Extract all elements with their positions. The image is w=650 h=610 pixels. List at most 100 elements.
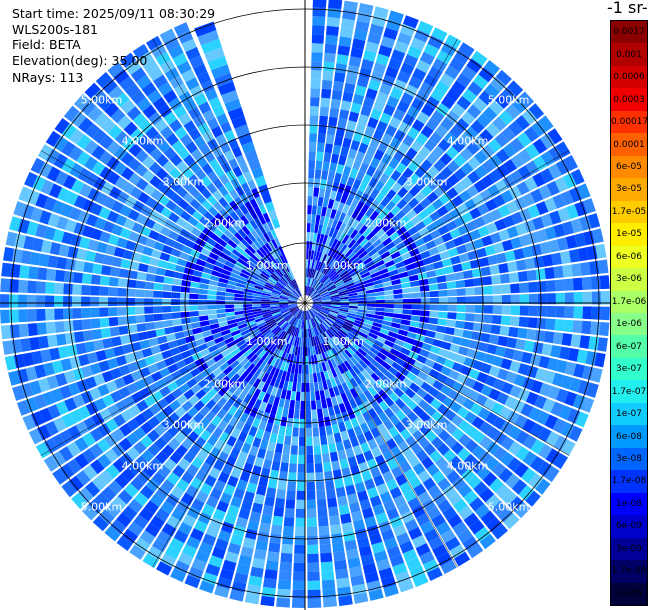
range-gate-cell <box>311 308 319 315</box>
range-gate-cell <box>43 196 57 212</box>
range-gate-cell <box>193 135 206 148</box>
range-gate-cell <box>172 465 186 478</box>
range-gate-cell <box>182 323 192 331</box>
range-gate-cell <box>296 310 302 319</box>
range-gate-cell <box>411 393 423 405</box>
range-gate-cell <box>410 280 420 287</box>
range-gate-cell <box>407 268 418 277</box>
range-gate-cell <box>250 365 259 376</box>
range-gate-cell <box>301 328 304 338</box>
range-gate-cell <box>382 470 394 483</box>
range-gate-cell <box>118 268 129 278</box>
range-gate-cell <box>307 310 312 319</box>
range-gate-cell <box>291 598 306 608</box>
range-gate-cell <box>299 319 303 329</box>
range-gate-cell <box>142 169 155 183</box>
range-gate-cell <box>393 433 405 446</box>
range-gate-cell <box>288 305 298 310</box>
range-gate-cell <box>393 108 406 121</box>
range-gate-cell <box>583 198 596 214</box>
range-gate-cell <box>316 205 322 216</box>
range-gate-cell <box>488 334 500 345</box>
range-gate-cell <box>379 207 390 218</box>
range-gate-cell <box>54 308 64 320</box>
range-gate-cell <box>13 354 26 369</box>
range-gate-cell <box>297 373 302 383</box>
range-gate-cell <box>547 357 559 371</box>
range-gate-cell <box>237 228 247 239</box>
range-gate-cell <box>387 458 399 471</box>
range-gate-cell <box>501 87 517 103</box>
range-gate-cell <box>214 538 229 551</box>
range-gate-cell <box>169 346 181 356</box>
range-gate-cell <box>306 472 315 482</box>
range-gate-cell <box>411 298 421 304</box>
range-gate-cell <box>78 236 91 249</box>
range-gate-cell <box>101 265 112 276</box>
range-gate-cell <box>222 401 233 412</box>
range-gate-cell <box>206 182 218 194</box>
range-gate-cell <box>104 348 116 359</box>
range-gate-cell <box>317 224 323 234</box>
range-gate-cell <box>307 214 312 224</box>
colorbar-level: 1e-06 <box>611 313 647 336</box>
range-gate-cell <box>427 178 440 191</box>
range-gate-cell <box>597 337 608 352</box>
range-gate-cell <box>430 253 442 263</box>
range-gate-cell <box>94 398 107 412</box>
range-gate-cell <box>546 280 556 292</box>
range-gate-cell <box>164 219 176 230</box>
range-gate-cell <box>267 478 278 489</box>
range-gate-cell <box>288 300 298 303</box>
range-gate-cell <box>127 209 140 221</box>
range-gate-cell <box>207 170 219 183</box>
range-gate-cell <box>173 418 186 431</box>
range-gate-cell <box>238 342 248 351</box>
range-gate-cell <box>495 164 510 179</box>
range-gate-cell <box>122 505 138 521</box>
range-gate-cell <box>315 481 325 491</box>
range-gate-cell <box>16 400 30 416</box>
range-gate-cell <box>456 244 468 255</box>
range-gate-cell <box>72 319 83 331</box>
range-gate-cell <box>244 149 259 163</box>
range-gate-cell <box>472 322 483 332</box>
range-gate-cell <box>502 174 516 189</box>
range-gate-cell <box>244 404 253 415</box>
range-gate-cell <box>48 183 63 199</box>
range-gate-cell <box>148 161 162 175</box>
range-gate-cell <box>285 285 293 292</box>
range-gate-cell <box>32 237 44 252</box>
range-gate-cell <box>172 353 184 363</box>
range-gate-cell <box>364 282 374 288</box>
range-gate-cell <box>358 142 369 154</box>
range-gate-cell <box>183 154 196 167</box>
range-gate-cell <box>434 172 447 185</box>
range-gate-cell <box>136 271 147 281</box>
range-gate-cell <box>420 310 430 317</box>
range-gate-cell <box>160 431 174 444</box>
range-gate-cell <box>230 467 242 479</box>
range-gate-cell <box>393 149 405 162</box>
range-gate-cell <box>209 275 220 282</box>
range-gate-cell <box>461 65 477 81</box>
range-gate-cell <box>248 257 258 265</box>
range-gate-cell <box>172 278 183 286</box>
range-gate-cell <box>279 305 289 308</box>
range-gate-cell <box>286 315 294 323</box>
range-gate-cell <box>380 36 396 49</box>
range-gate-cell <box>562 221 574 236</box>
range-label: 1.00km <box>322 259 364 272</box>
range-gate-cell <box>136 470 151 485</box>
range-gate-cell <box>424 263 435 272</box>
range-gate-cell <box>176 61 192 75</box>
range-gate-cell <box>321 79 333 90</box>
range-gate-cell <box>457 483 472 498</box>
range-gate-cell <box>396 334 407 342</box>
range-gate-cell <box>334 366 342 376</box>
range-gate-cell <box>323 265 330 274</box>
range-gate-cell <box>476 466 491 481</box>
range-gate-cell <box>383 104 396 117</box>
range-gate-cell <box>320 309 330 314</box>
range-gate-cell <box>246 259 256 268</box>
